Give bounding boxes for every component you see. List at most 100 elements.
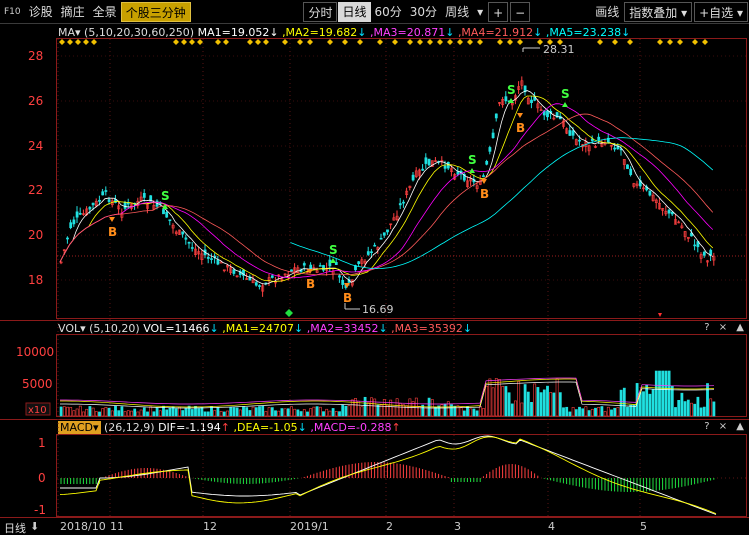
candle-body	[690, 232, 693, 237]
zoom-out-button[interactable]: −	[510, 1, 531, 22]
f10-button[interactable]: F10	[4, 6, 21, 17]
ma4-line	[59, 113, 714, 276]
volume-bar	[373, 398, 377, 417]
sell-signal-label: S	[468, 153, 477, 167]
overview-button[interactable]: 全景	[92, 4, 117, 19]
period-dropdown-icon[interactable]: ▾	[477, 4, 484, 19]
three-minute-tab[interactable]: 个股三分钟	[120, 1, 191, 22]
candle-body	[126, 202, 130, 205]
volume-bar	[443, 403, 447, 417]
candle-body	[642, 187, 645, 190]
period-intraday[interactable]: 分时	[303, 1, 338, 22]
volume-bar	[363, 396, 367, 417]
diagnose-button[interactable]: 诊股	[28, 4, 53, 19]
candle-body	[555, 112, 559, 118]
volume-bar	[392, 406, 396, 417]
volume-bar	[82, 411, 85, 417]
volume-bar	[232, 407, 236, 417]
axis-period-label[interactable]: 日线	[4, 522, 26, 535]
period-daily[interactable]: 日线	[338, 1, 371, 22]
candle-body	[69, 222, 73, 229]
draw-line-button[interactable]: 画线	[595, 4, 620, 19]
ma2-value: ,MA2=19.682	[282, 26, 358, 39]
candle-body	[600, 143, 604, 147]
volume-bar	[318, 406, 322, 417]
add-watchlist-button[interactable]: +自选 ▾	[694, 1, 748, 22]
vol-params: (5,10,20)	[89, 322, 140, 335]
macd-indicator-selector[interactable]: MACD▾	[58, 421, 101, 434]
volume-bar	[274, 410, 277, 417]
volume-bar	[494, 378, 498, 417]
volume-bar	[306, 411, 309, 417]
volume-bar	[174, 408, 178, 417]
period-weekly[interactable]: 周线	[445, 4, 470, 19]
volume-bar	[491, 387, 495, 417]
volume-bar	[130, 410, 133, 417]
macd-panel-buttons[interactable]: ? × ▲	[704, 421, 747, 432]
candle-body	[709, 249, 713, 257]
dif-line	[60, 435, 717, 515]
vol-indicator-selector[interactable]: VOL▾	[58, 322, 86, 335]
ma4-arrow-icon: ↓	[533, 26, 543, 39]
volume-bar	[104, 407, 108, 417]
candle-body	[222, 269, 226, 272]
vol-ma3-arrow-icon: ↓	[462, 322, 473, 335]
candle-body	[440, 160, 444, 162]
volume-bar	[536, 387, 540, 417]
candle-body	[421, 168, 425, 171]
green-diamond-icon	[285, 309, 293, 317]
candle-body	[565, 128, 569, 134]
volume-bar	[62, 406, 66, 417]
volume-bar	[501, 386, 505, 417]
sell-signal-label: S	[161, 189, 170, 203]
index-overlay-button[interactable]: 指数叠加 ▾	[624, 1, 693, 22]
volume-bar	[462, 410, 466, 417]
volume-bar	[709, 398, 713, 417]
volume-bar	[587, 410, 591, 417]
candle-body	[82, 213, 85, 215]
event-diamond-icon	[427, 39, 433, 45]
date-3: 3	[454, 520, 461, 533]
y-label-26: 26	[28, 94, 43, 108]
candle-body	[398, 203, 402, 206]
candle-body	[594, 146, 597, 148]
volume-bar	[280, 408, 284, 417]
y-label-18: 18	[28, 273, 43, 287]
volume-bar	[626, 406, 629, 417]
volume-bar	[123, 411, 127, 417]
candle-body	[450, 168, 453, 173]
axis-period-arrow-icon[interactable]: ⬇	[30, 520, 40, 533]
volume-bar	[338, 411, 341, 417]
candle-body	[482, 175, 485, 177]
candle-body	[462, 173, 466, 181]
date-12: 12	[203, 520, 217, 533]
zoom-in-button[interactable]: +	[488, 1, 509, 22]
volume-bar	[354, 398, 357, 417]
volume-bar	[507, 392, 511, 417]
y-label-20: 20	[28, 228, 43, 242]
volume-bar	[75, 408, 79, 417]
volume-bar	[120, 406, 124, 417]
event-diamond-icon	[75, 39, 81, 45]
period-60min[interactable]: 60分	[374, 4, 402, 19]
volume-bar	[693, 403, 697, 417]
candle-body	[597, 136, 601, 140]
vol-panel-buttons[interactable]: ? × ▲	[704, 322, 747, 333]
dealer-button[interactable]: 摘庄	[60, 4, 85, 19]
period-30min[interactable]: 30分	[409, 4, 438, 19]
candle-body	[386, 229, 389, 233]
panel-frames	[0, 38, 749, 517]
volume-bar	[213, 410, 217, 417]
candle-body	[280, 278, 284, 281]
candle-body	[334, 262, 338, 265]
candle-body	[232, 269, 236, 274]
buy-arrow-icon	[109, 217, 115, 222]
volume-bar	[248, 410, 252, 417]
candle-body	[59, 261, 63, 264]
volume-bar	[88, 406, 92, 417]
volume-bar	[514, 400, 517, 417]
candle-body	[466, 180, 469, 187]
volume-bar	[600, 406, 604, 417]
ma-indicator-selector[interactable]: MA▾	[58, 26, 81, 39]
